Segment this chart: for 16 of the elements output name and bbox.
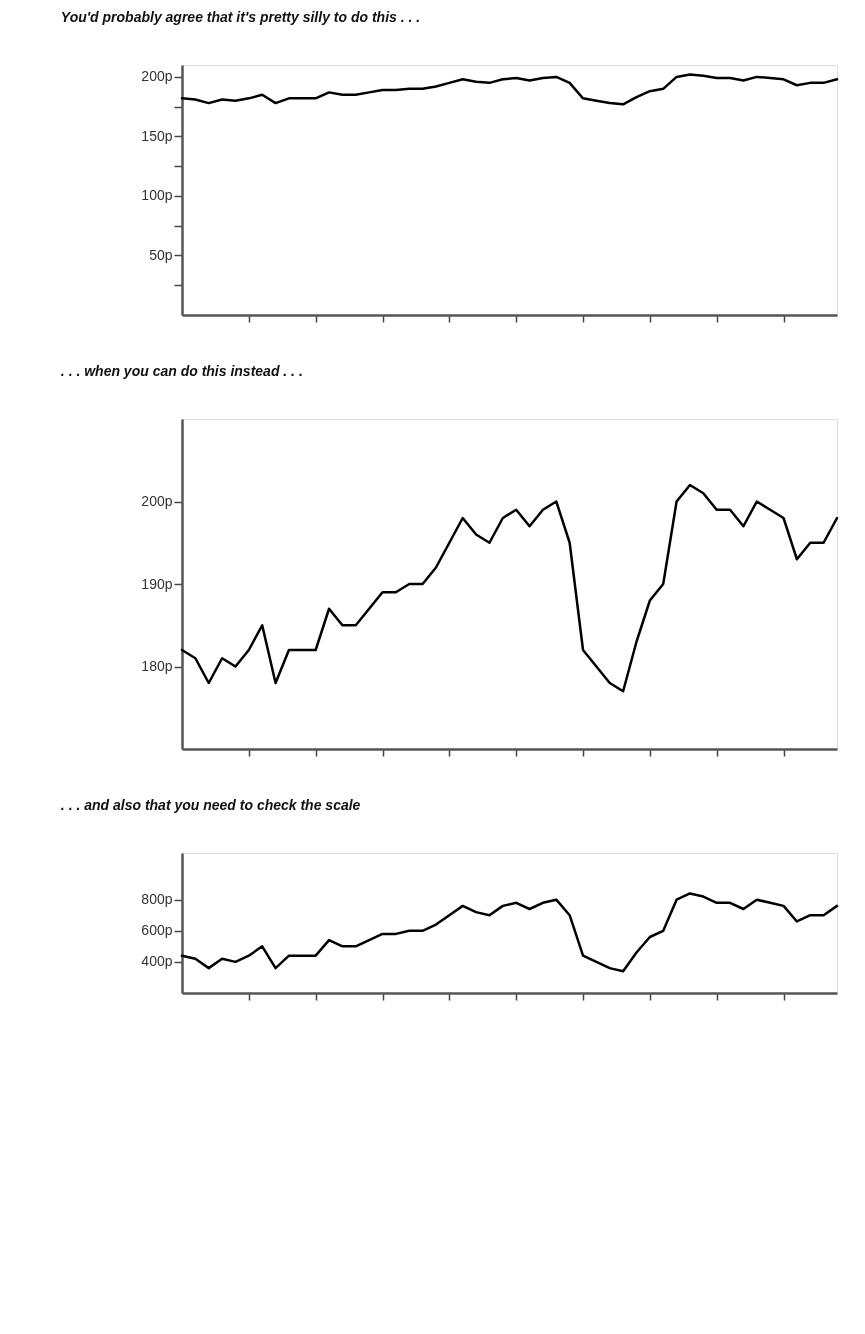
chart-title: You'd probably agree that it's pretty silly to do this . . . xyxy=(60,9,421,25)
y-tick-label: 50p xyxy=(149,246,173,263)
y-tick-label: 400p xyxy=(141,953,173,970)
y-tick-label: 190p xyxy=(141,575,173,592)
line-series xyxy=(180,892,839,973)
y-tick-label: 150p xyxy=(141,127,173,144)
line-series xyxy=(180,483,839,693)
chart-title: . . . and also that you need to check the scale xyxy=(60,797,361,813)
line-series xyxy=(180,73,839,106)
y-tick-label: 180p xyxy=(141,658,173,674)
y-tick-label: 200p xyxy=(141,493,173,509)
y-tick-label: 600p xyxy=(141,922,173,939)
y-tick-label: 800p xyxy=(141,891,173,908)
y-tick-label: 100p xyxy=(141,187,173,204)
chart-title: . . . when you can do this instead . . . xyxy=(60,363,303,379)
y-tick-label: 200p xyxy=(141,68,173,85)
